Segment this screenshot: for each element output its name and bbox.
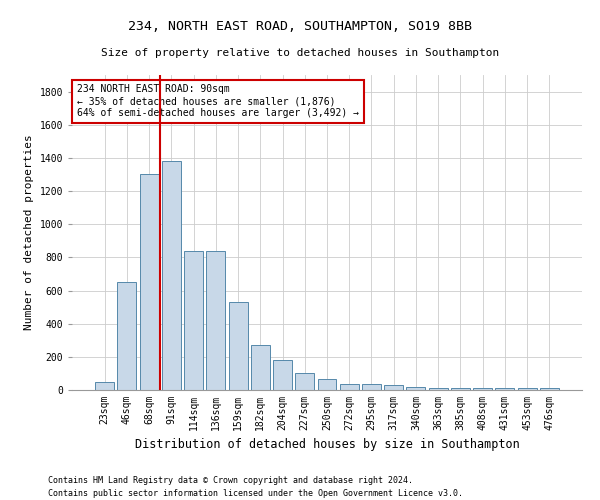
Bar <box>273 360 292 390</box>
Bar <box>95 382 114 390</box>
Bar <box>362 384 381 390</box>
Bar <box>184 250 203 390</box>
Bar <box>451 388 470 390</box>
Bar <box>473 388 492 390</box>
Y-axis label: Number of detached properties: Number of detached properties <box>24 134 34 330</box>
X-axis label: Distribution of detached houses by size in Southampton: Distribution of detached houses by size … <box>134 438 520 452</box>
Text: Contains public sector information licensed under the Open Government Licence v3: Contains public sector information licen… <box>48 488 463 498</box>
Bar <box>496 388 514 390</box>
Bar <box>229 302 248 390</box>
Bar <box>162 161 181 390</box>
Bar <box>406 386 425 390</box>
Text: Size of property relative to detached houses in Southampton: Size of property relative to detached ho… <box>101 48 499 58</box>
Bar <box>518 388 536 390</box>
Text: 234, NORTH EAST ROAD, SOUTHAMPTON, SO19 8BB: 234, NORTH EAST ROAD, SOUTHAMPTON, SO19 … <box>128 20 472 33</box>
Bar <box>251 345 270 390</box>
Bar <box>429 388 448 390</box>
Bar <box>340 384 359 390</box>
Text: Contains HM Land Registry data © Crown copyright and database right 2024.: Contains HM Land Registry data © Crown c… <box>48 476 413 485</box>
Bar <box>540 388 559 390</box>
Bar <box>118 282 136 390</box>
Bar <box>206 250 225 390</box>
Bar <box>384 385 403 390</box>
Bar <box>295 372 314 390</box>
Bar <box>317 379 337 390</box>
Text: 234 NORTH EAST ROAD: 90sqm
← 35% of detached houses are smaller (1,876)
64% of s: 234 NORTH EAST ROAD: 90sqm ← 35% of deta… <box>77 84 359 117</box>
Bar <box>140 174 158 390</box>
